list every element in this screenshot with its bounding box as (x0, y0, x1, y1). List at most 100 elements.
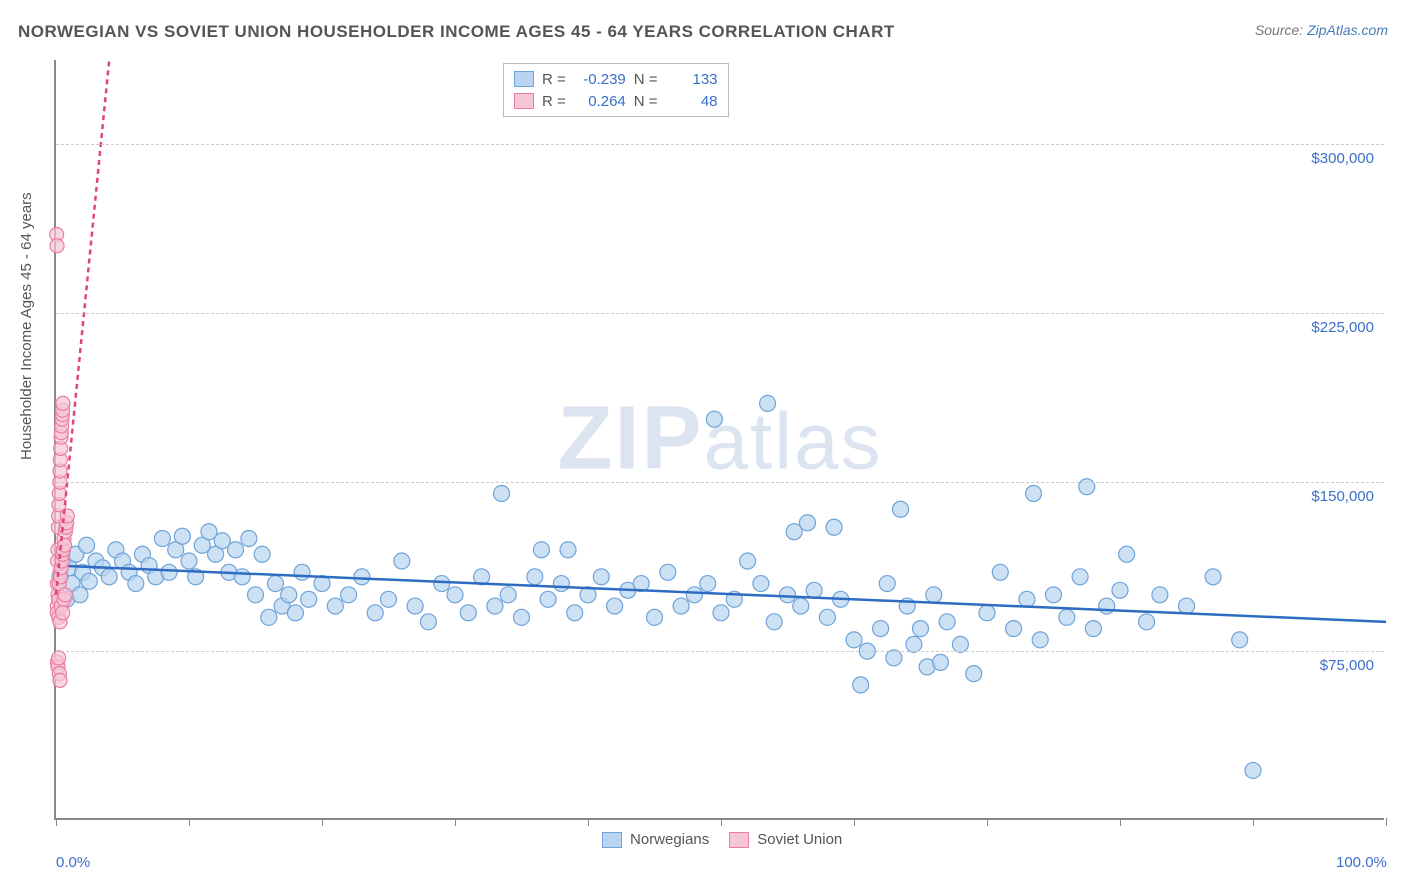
legend-swatch-0 (514, 71, 534, 87)
data-point (407, 598, 423, 614)
data-point (553, 576, 569, 592)
legend-series: Norwegians Soviet Union (602, 831, 842, 848)
data-point (281, 587, 297, 603)
data-point (101, 569, 117, 585)
data-point (52, 651, 66, 665)
x-tick-label: 0.0% (56, 854, 90, 871)
data-point (267, 576, 283, 592)
data-point (228, 542, 244, 558)
x-tick (721, 818, 722, 826)
data-point (128, 576, 144, 592)
data-point (1205, 569, 1221, 585)
data-point (846, 632, 862, 648)
data-point (1085, 621, 1101, 637)
grid-line-h (56, 144, 1384, 145)
source-label: Source: (1255, 22, 1307, 38)
data-point (434, 576, 450, 592)
data-point (1119, 546, 1135, 562)
legend-bottom-swatch-0 (602, 832, 622, 848)
x-tick (1120, 818, 1121, 826)
data-point (1072, 569, 1088, 585)
data-point (913, 621, 929, 637)
data-point (713, 605, 729, 621)
data-point (460, 605, 476, 621)
legend-bottom-swatch-1 (729, 832, 749, 848)
data-point (939, 614, 955, 630)
data-point (893, 501, 909, 517)
n-val-1: 48 (666, 93, 718, 110)
x-tick (189, 818, 190, 826)
trend-line (56, 60, 109, 595)
data-point (1079, 479, 1095, 495)
data-point (740, 553, 756, 569)
data-point (1019, 591, 1035, 607)
data-point (1026, 485, 1042, 501)
source-link[interactable]: ZipAtlas.com (1307, 22, 1388, 38)
data-point (527, 569, 543, 585)
y-axis-label: Householder Income Ages 45 - 64 years (18, 192, 35, 460)
data-point (56, 396, 70, 410)
data-point (819, 609, 835, 625)
data-point (261, 609, 277, 625)
data-point (533, 542, 549, 558)
data-point (766, 614, 782, 630)
data-point (354, 569, 370, 585)
data-point (700, 576, 716, 592)
data-point (327, 598, 343, 614)
data-point (886, 650, 902, 666)
data-point (567, 605, 583, 621)
data-point (53, 673, 67, 687)
data-point (686, 587, 702, 603)
n-label-0: N = (634, 71, 658, 88)
r-val-0: -0.239 (574, 71, 626, 88)
data-point (241, 531, 257, 547)
legend-stats: R = -0.239 N = 133 R = 0.264 N = 48 (503, 63, 729, 117)
data-point (514, 609, 530, 625)
data-point (793, 598, 809, 614)
r-label-0: R = (542, 71, 566, 88)
legend-item-label-0: Norwegians (630, 831, 709, 848)
data-point (1112, 582, 1128, 598)
legend-item-1: Soviet Union (729, 831, 842, 848)
data-point (381, 591, 397, 607)
x-tick (56, 818, 57, 826)
data-point (1006, 621, 1022, 637)
data-point (494, 485, 510, 501)
data-point (826, 519, 842, 535)
r-label-1: R = (542, 93, 566, 110)
data-point (1099, 598, 1115, 614)
x-tick (322, 818, 323, 826)
data-point (540, 591, 556, 607)
x-tick (987, 818, 988, 826)
data-point (607, 598, 623, 614)
data-point (926, 587, 942, 603)
y-tick-label: $300,000 (1311, 150, 1374, 167)
data-point (1032, 632, 1048, 648)
x-tick (1386, 818, 1387, 826)
data-point (952, 636, 968, 652)
data-point (1179, 598, 1195, 614)
grid-line-h (56, 482, 1384, 483)
data-point (181, 553, 197, 569)
data-point (853, 677, 869, 693)
data-point (873, 621, 889, 637)
grid-line-h (56, 651, 1384, 652)
data-point (341, 587, 357, 603)
data-point (706, 411, 722, 427)
data-point (420, 614, 436, 630)
plot-svg (56, 60, 1384, 818)
data-point (673, 598, 689, 614)
data-point (50, 239, 64, 253)
legend-stats-row-1: R = 0.264 N = 48 (514, 90, 718, 112)
x-tick (455, 818, 456, 826)
data-point (1059, 609, 1075, 625)
n-label-1: N = (634, 93, 658, 110)
x-tick (588, 818, 589, 826)
data-point (487, 598, 503, 614)
chart-title: NORWEGIAN VS SOVIET UNION HOUSEHOLDER IN… (18, 22, 895, 42)
data-point (1046, 587, 1062, 603)
x-tick-label: 100.0% (1336, 854, 1387, 871)
y-tick-label: $75,000 (1320, 657, 1374, 674)
data-point (799, 515, 815, 531)
data-point (966, 666, 982, 682)
